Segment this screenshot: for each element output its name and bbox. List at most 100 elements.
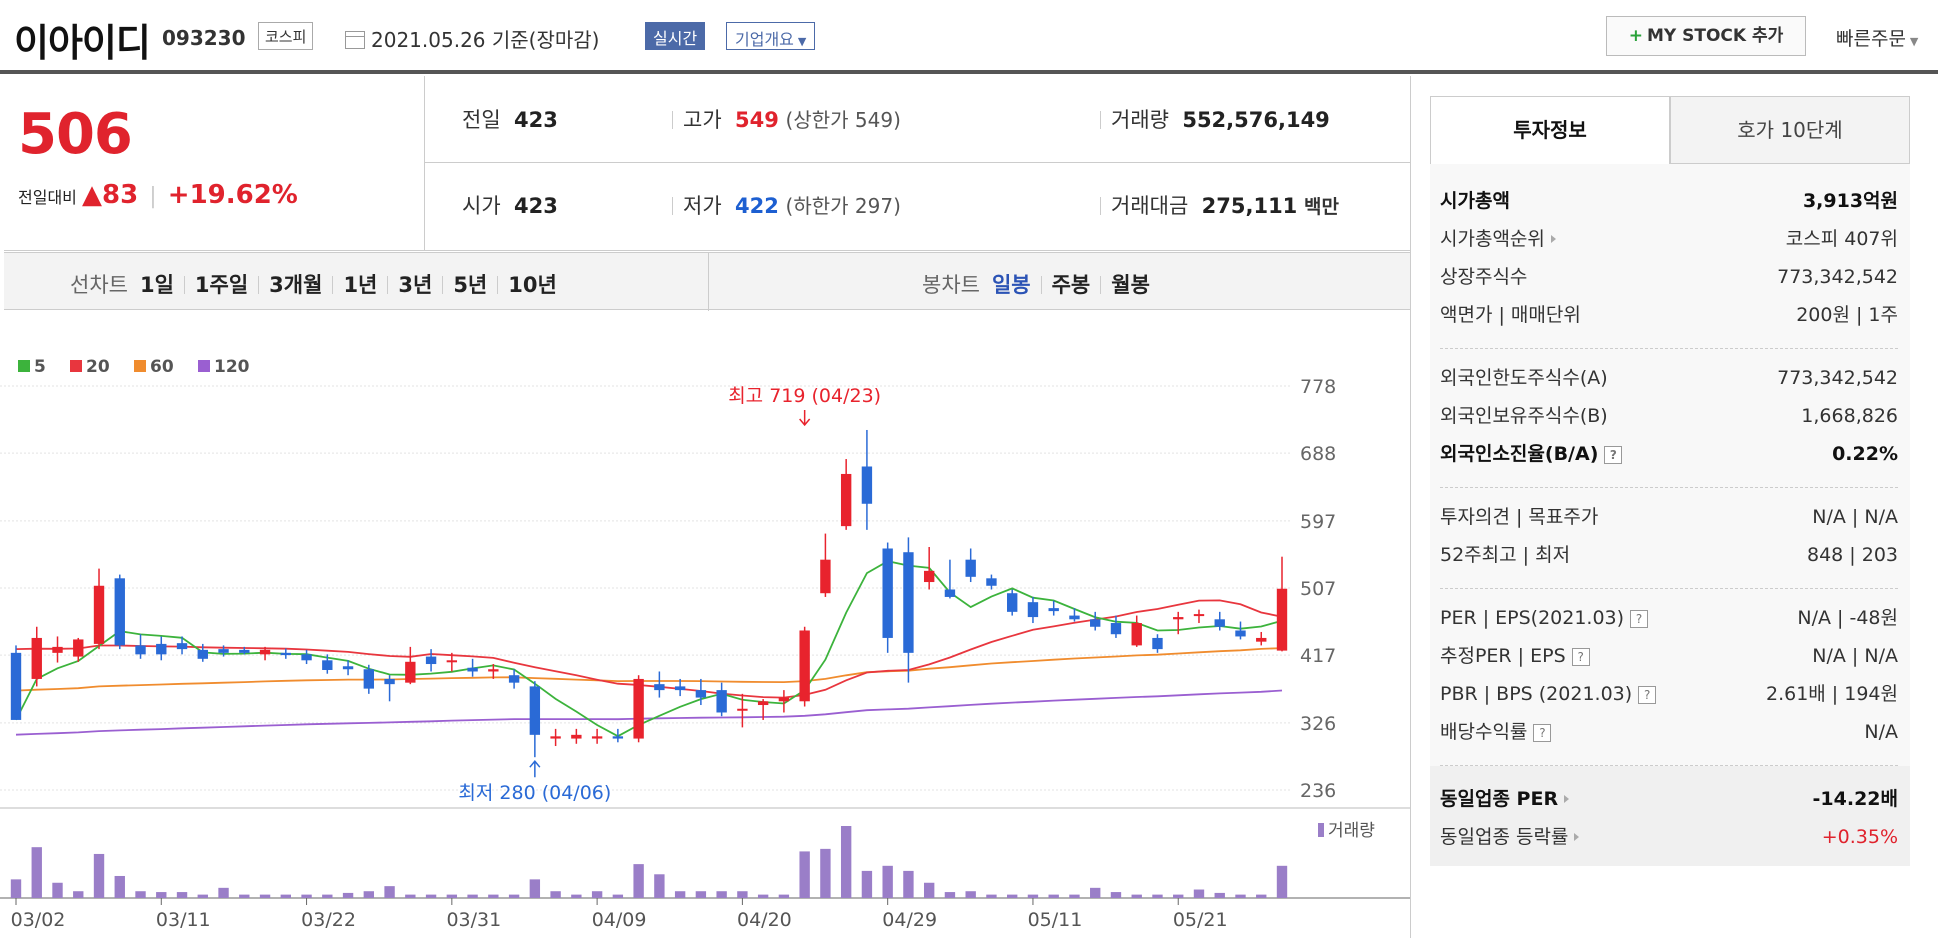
- info-row: 상장주식수 773,342,542: [1440, 258, 1898, 296]
- info-value: N/A | -48원: [1797, 607, 1898, 629]
- line-period-option-4[interactable]: 3년: [398, 273, 433, 297]
- help-icon[interactable]: ?: [1630, 610, 1649, 628]
- x-tick-label: 03/02: [11, 909, 66, 931]
- volume-bar: [446, 894, 458, 898]
- chevron-down-icon: ▼: [1909, 35, 1919, 48]
- line-period-option-3[interactable]: 1년: [343, 273, 378, 297]
- volume-bar: [1256, 894, 1267, 898]
- price-panel: 506 전일대비 ▲83 | +19.62% 전일 423 고가 549 (상한…: [4, 76, 1410, 251]
- line-period-option-0[interactable]: 1일: [139, 273, 174, 297]
- candle-body: [1214, 619, 1225, 627]
- candle-body: [10, 652, 22, 720]
- header-divider: [0, 70, 1938, 74]
- candle-body: [342, 666, 354, 670]
- divider: [258, 276, 260, 294]
- candle-body: [737, 708, 748, 711]
- info-value: 0.22%: [1832, 443, 1898, 465]
- legend-label: 5: [34, 357, 46, 377]
- candle-body: [259, 649, 271, 655]
- y-tick-label: 688: [1300, 443, 1336, 465]
- volume-bar: [280, 894, 291, 898]
- info-row: 시가총액 3,913억원: [1440, 182, 1898, 220]
- x-tick-label: 03/31: [446, 909, 501, 931]
- volume-bar: [1193, 889, 1205, 898]
- line-chart-periods: 선차트 1일 1주일 3개월 1년 3년 5년 10년: [70, 269, 557, 299]
- y-tick-label: 507: [1300, 578, 1336, 600]
- candle-period-option-1[interactable]: 주봉: [1051, 273, 1091, 297]
- info-value: -14.22배: [1812, 788, 1898, 810]
- prev-close: 전일 423: [462, 104, 558, 134]
- volume-bar: [1027, 894, 1039, 898]
- divider: [424, 162, 1410, 163]
- candle-body: [239, 649, 250, 653]
- price-change: 전일대비 ▲83 | +19.62%: [18, 180, 298, 210]
- info-value: 773,342,542: [1777, 266, 1898, 288]
- info-label: 외국인한도주식수(A): [1440, 367, 1608, 389]
- volume-bar: [467, 894, 478, 898]
- moving-average-line: [15, 560, 1283, 738]
- company-overview-dropdown[interactable]: 기업개요 ▼: [726, 22, 816, 50]
- info-label: 외국인소진율(B/A)?: [1440, 435, 1623, 473]
- tab-order-book[interactable]: 호가 10단계: [1670, 96, 1910, 164]
- line-period-option-6[interactable]: 10년: [508, 273, 557, 297]
- divider: [672, 111, 673, 129]
- candle-body: [654, 684, 665, 691]
- line-period-option-1[interactable]: 1주일: [194, 273, 249, 297]
- candle-body: [446, 660, 458, 663]
- candle-body: [633, 678, 644, 739]
- volume-bar: [384, 886, 395, 898]
- my-stock-add-button[interactable]: + MY STOCK 추가: [1606, 16, 1806, 56]
- volume-bar: [1152, 894, 1163, 898]
- help-icon[interactable]: ?: [1638, 686, 1657, 704]
- candle-period-option-0[interactable]: 일봉: [991, 273, 1031, 297]
- volume-bar: [1090, 887, 1101, 898]
- tab-investment-info[interactable]: 투자정보: [1430, 96, 1670, 164]
- caret-right-icon[interactable]: [1574, 833, 1580, 841]
- volume-bar: [1007, 894, 1018, 898]
- volume-bar: [591, 891, 603, 898]
- volume-bar: [1276, 865, 1288, 898]
- help-icon[interactable]: ?: [1533, 724, 1552, 742]
- divider: [1100, 197, 1101, 215]
- info-value: N/A | N/A: [1812, 645, 1898, 667]
- volume-bar: [10, 879, 22, 898]
- candle-body: [944, 589, 956, 597]
- stock-chart[interactable]: 778 688 597 507 417 326 236 5 20 60 120 최고 719 (04/…: [0, 312, 1410, 938]
- info-tabs: 투자정보 호가 10단계: [1430, 96, 1910, 164]
- candle-period-option-2[interactable]: 월봉: [1111, 273, 1150, 297]
- info-row: PBR | BPS (2021.03)? 2.61배 | 194원: [1440, 675, 1898, 713]
- candle-body: [467, 667, 478, 672]
- low-label: 저가: [683, 194, 722, 218]
- info-body: 시가총액 3,913억원 시가총액순위 코스피 407위 상장주식수 773,342,54…: [1430, 164, 1910, 866]
- help-icon[interactable]: ?: [1604, 446, 1623, 464]
- candle-body: [986, 578, 997, 586]
- caret-right-icon[interactable]: [1564, 795, 1570, 803]
- y-tick-label: 236: [1300, 780, 1336, 802]
- x-tick-label: 04/29: [882, 909, 937, 931]
- realtime-button[interactable]: 실시간: [645, 22, 706, 50]
- candle-body: [1173, 617, 1184, 620]
- trade-amount: 거래대금 275,111 백만: [1100, 190, 1339, 220]
- candle-body: [1069, 615, 1080, 620]
- quick-order-button[interactable]: 빠른주문 ▼: [1836, 24, 1918, 51]
- line-period-option-2[interactable]: 3개월: [269, 273, 323, 297]
- volume-bar: [799, 851, 810, 898]
- stock-name: 이아이디: [14, 21, 151, 65]
- volume-value: 552,576,149: [1182, 108, 1330, 132]
- caret-right-icon[interactable]: [1550, 235, 1556, 243]
- volume-bar: [923, 882, 935, 898]
- info-row: 동일업종 PER -14.22배: [1440, 780, 1898, 818]
- volume-bar: [156, 892, 167, 898]
- line-period-option-5[interactable]: 5년: [453, 273, 488, 297]
- candle-chart-label: 봉차트: [922, 273, 980, 297]
- info-label: PER | EPS(2021.03)?: [1440, 599, 1649, 637]
- date-text: 2021.05.26 기준(장마감): [371, 28, 600, 52]
- help-icon[interactable]: ?: [1571, 648, 1590, 666]
- x-tick-label: 05/21: [1173, 909, 1228, 931]
- volume-bar: [1069, 894, 1080, 898]
- candle-body: [1090, 619, 1101, 627]
- candle-body: [529, 686, 541, 735]
- min-price-annotation: 최저 280 (04/06): [458, 782, 611, 804]
- legend-label: 120: [214, 357, 250, 377]
- divider: [442, 276, 444, 294]
